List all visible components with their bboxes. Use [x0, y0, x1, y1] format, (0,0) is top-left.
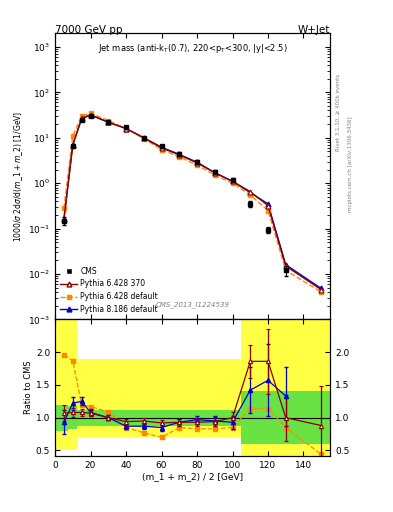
Bar	[241, 319, 259, 457]
Bar	[86, 410, 99, 425]
Bar	[68, 319, 77, 451]
Bar	[206, 410, 224, 425]
Bar	[77, 359, 86, 437]
Bar	[224, 359, 241, 437]
Bar	[259, 319, 303, 457]
Bar	[206, 359, 224, 437]
Text: Rivet 3.1.10, ≥ 400k events: Rivet 3.1.10, ≥ 400k events	[336, 74, 341, 151]
Bar	[224, 410, 241, 425]
Bar	[152, 410, 171, 425]
Bar	[171, 359, 188, 437]
Bar	[241, 392, 259, 444]
Bar	[303, 319, 339, 457]
Legend: CMS, Pythia 6.428 370, Pythia 6.428 default, Pythia 8.186 default: CMS, Pythia 6.428 370, Pythia 6.428 defa…	[59, 265, 160, 315]
Text: Jet mass (anti-k$_\mathrm{T}$(0.7), 220<p$_\mathrm{T}$<300, |y|<2.5): Jet mass (anti-k$_\mathrm{T}$(0.7), 220<…	[97, 42, 288, 55]
Y-axis label: Ratio to CMS: Ratio to CMS	[24, 361, 33, 414]
Bar	[117, 359, 135, 437]
Bar	[188, 410, 206, 425]
Bar	[55, 319, 68, 451]
Bar	[55, 404, 68, 431]
Bar	[77, 410, 86, 425]
Bar	[152, 359, 171, 437]
Bar	[171, 410, 188, 425]
Bar	[135, 410, 152, 425]
Bar	[188, 359, 206, 437]
Bar	[259, 392, 303, 444]
Text: W+Jet: W+Jet	[298, 25, 330, 35]
X-axis label: (m_1 + m_2) / 2 [GeV]: (m_1 + m_2) / 2 [GeV]	[142, 472, 243, 481]
Text: 7000 GeV pp: 7000 GeV pp	[55, 25, 123, 35]
Bar	[303, 392, 339, 444]
Bar	[117, 410, 135, 425]
Bar	[99, 410, 117, 425]
Bar	[68, 406, 77, 430]
Y-axis label: $1000/\sigma\;2\mathrm{d}\sigma/\mathrm{d}(m\_1 + m\_2)$ [1/GeV]: $1000/\sigma\;2\mathrm{d}\sigma/\mathrm{…	[12, 111, 25, 242]
Bar	[86, 359, 99, 437]
Text: CMS_2013_I1224539: CMS_2013_I1224539	[156, 301, 230, 308]
Text: mcplots.cern.ch [arXiv:1306.3436]: mcplots.cern.ch [arXiv:1306.3436]	[348, 116, 353, 211]
Bar	[99, 359, 117, 437]
Bar	[135, 359, 152, 437]
